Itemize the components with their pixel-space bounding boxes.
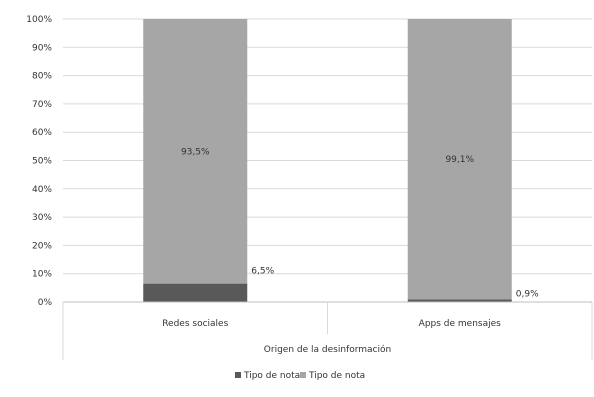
bar-segment [407, 19, 512, 300]
x-axis-title: Origen de la desinformación [264, 344, 391, 355]
bar-segment [143, 283, 248, 302]
gridlines [63, 18, 592, 303]
legend: Tipo de nota Tipo de nota [235, 371, 365, 381]
y-tick-label: 80% [32, 72, 52, 82]
y-tick-label: 60% [32, 128, 52, 138]
y-tick-label: 90% [32, 43, 52, 53]
y-tick-label: 20% [32, 241, 52, 251]
bar-segment [143, 19, 248, 284]
x-category-label: Redes sociales [162, 319, 228, 329]
y-tick-label: 40% [32, 185, 52, 195]
legend-label: Tipo de nota [308, 371, 365, 381]
y-tick-label: 70% [32, 100, 52, 110]
y-tick-label: 10% [32, 270, 52, 280]
legend-swatch [235, 372, 241, 378]
y-tick-label: 30% [32, 213, 52, 223]
bar-segment [407, 299, 512, 302]
data-label: 99,1% [445, 155, 474, 165]
data-label: 6,5% [251, 267, 274, 277]
y-axis: 0% 10% 20% 30% 40% 50% 60% 70% 80% 90% 100% [26, 15, 52, 308]
y-tick-label: 50% [32, 157, 52, 167]
legend-swatch [300, 372, 306, 378]
y-tick-label: 100% [26, 15, 52, 25]
x-axis: Redes sociales Apps de mensajes Origen de … [62, 301, 593, 360]
legend-label: Tipo de nota [243, 371, 300, 381]
y-tick-label: 0% [38, 298, 53, 308]
data-label: 0,9% [516, 289, 539, 299]
x-category-label: Apps de mensajes [419, 319, 501, 329]
bars: 6,5% 93,5% 0,9% 99,1% [143, 19, 539, 302]
data-label: 93,5% [181, 147, 210, 157]
